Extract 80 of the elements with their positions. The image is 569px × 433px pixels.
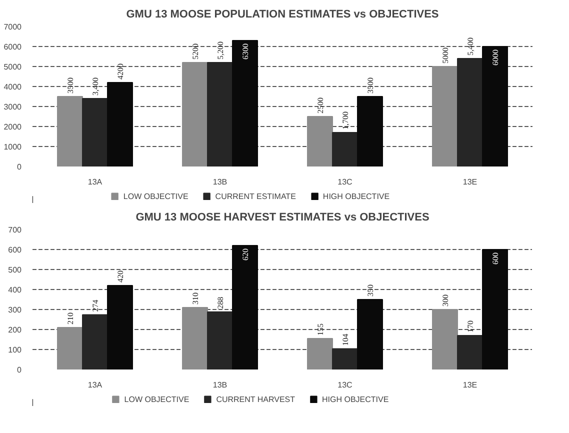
- data-label: 300: [441, 294, 450, 306]
- data-label: 5,400: [466, 38, 475, 56]
- x-tick-label: 13E: [462, 178, 478, 186]
- bar: [357, 96, 383, 166]
- bar: [182, 307, 208, 370]
- y-tick-label: 7000: [4, 22, 22, 32]
- x-tick-label: 13A: [88, 178, 103, 186]
- y-tick-label: 600: [8, 246, 22, 254]
- bar: [307, 116, 333, 166]
- data-label: 3500: [66, 78, 75, 94]
- legend-label: HIGH OBJECTIVE: [322, 394, 389, 404]
- y-tick-label: 3000: [4, 102, 22, 112]
- bar: [332, 132, 358, 166]
- bar: [232, 40, 258, 166]
- legend-label: LOW OBJECTIVE: [123, 191, 188, 201]
- x-tick-label: 13B: [212, 380, 228, 390]
- x-tick-label: 13E: [462, 380, 478, 390]
- bar: [332, 348, 358, 370]
- x-tick-label: 13B: [212, 178, 228, 186]
- data-label: 274: [91, 300, 100, 312]
- bar: [107, 82, 133, 166]
- y-tick-label: 400: [8, 286, 22, 294]
- y-tick-label: 100: [8, 346, 22, 354]
- bar: [307, 338, 333, 370]
- bar: [182, 62, 208, 166]
- data-label: 2500: [316, 98, 325, 114]
- bar: [82, 314, 108, 370]
- y-tick-label: 5000: [4, 62, 22, 72]
- bar: [207, 62, 233, 166]
- data-label: 4200: [116, 64, 125, 80]
- bar: [57, 96, 83, 166]
- legend-label: LOW OBJECTIVE: [124, 394, 190, 404]
- bar: [457, 58, 483, 166]
- data-label: 6000: [491, 50, 500, 66]
- y-tick-label: 200: [8, 326, 22, 334]
- data-label: 5200: [191, 44, 200, 60]
- data-label: 104: [341, 334, 350, 346]
- bar: [57, 327, 83, 370]
- data-label: 170: [466, 320, 475, 332]
- x-tick-label: 13A: [88, 380, 103, 390]
- chart-title: GMU 13 MOOSE POPULATION ESTIMATES vs OBJECTIVES: [126, 8, 439, 20]
- legend-label: HIGH OBJECTIVE: [322, 191, 390, 201]
- y-tick-label: 0: [17, 162, 22, 172]
- bar: [432, 309, 458, 370]
- bar: [107, 285, 133, 370]
- y-tick-label: 500: [8, 266, 22, 274]
- data-label: 600: [491, 252, 500, 264]
- data-label: 5,200: [216, 42, 225, 60]
- data-label: 350: [366, 284, 375, 296]
- y-tick-label: 300: [8, 306, 22, 314]
- y-tick-label: 1000: [4, 142, 22, 152]
- bar: [207, 311, 233, 370]
- bar: [457, 335, 483, 370]
- bar: [432, 66, 458, 166]
- data-label: 155: [316, 324, 325, 336]
- chart-title: GMU 13 MOOSE HARVEST ESTIMATES vs OBJECTIVES: [136, 212, 430, 224]
- bar: [232, 245, 258, 370]
- y-tick-label: 700: [8, 226, 22, 234]
- bar: [482, 249, 508, 370]
- data-label: 210: [66, 312, 75, 324]
- y-tick-label: 4000: [4, 82, 22, 92]
- y-tick-label: 2000: [4, 122, 22, 132]
- y-tick-label: 0: [17, 366, 22, 374]
- legend-label: CURRENT HARVEST: [216, 394, 296, 404]
- bar: [82, 98, 108, 166]
- data-label: 288: [216, 296, 225, 309]
- data-label: 310: [191, 292, 200, 304]
- data-label: 3,400: [91, 78, 100, 96]
- data-label: 5000: [441, 48, 450, 64]
- bar: [357, 299, 383, 370]
- data-label: 420: [116, 270, 125, 282]
- data-label: 6300: [241, 44, 250, 60]
- data-label: 620: [241, 248, 250, 260]
- data-label: 3500: [366, 78, 375, 94]
- y-tick-label: 6000: [4, 42, 22, 52]
- data-label: 1,700: [341, 112, 350, 130]
- x-tick-label: 13C: [338, 380, 353, 390]
- x-tick-label: 13C: [338, 178, 353, 186]
- legend-label: CURRENT ESTIMATE: [215, 191, 296, 201]
- bar: [482, 46, 508, 166]
